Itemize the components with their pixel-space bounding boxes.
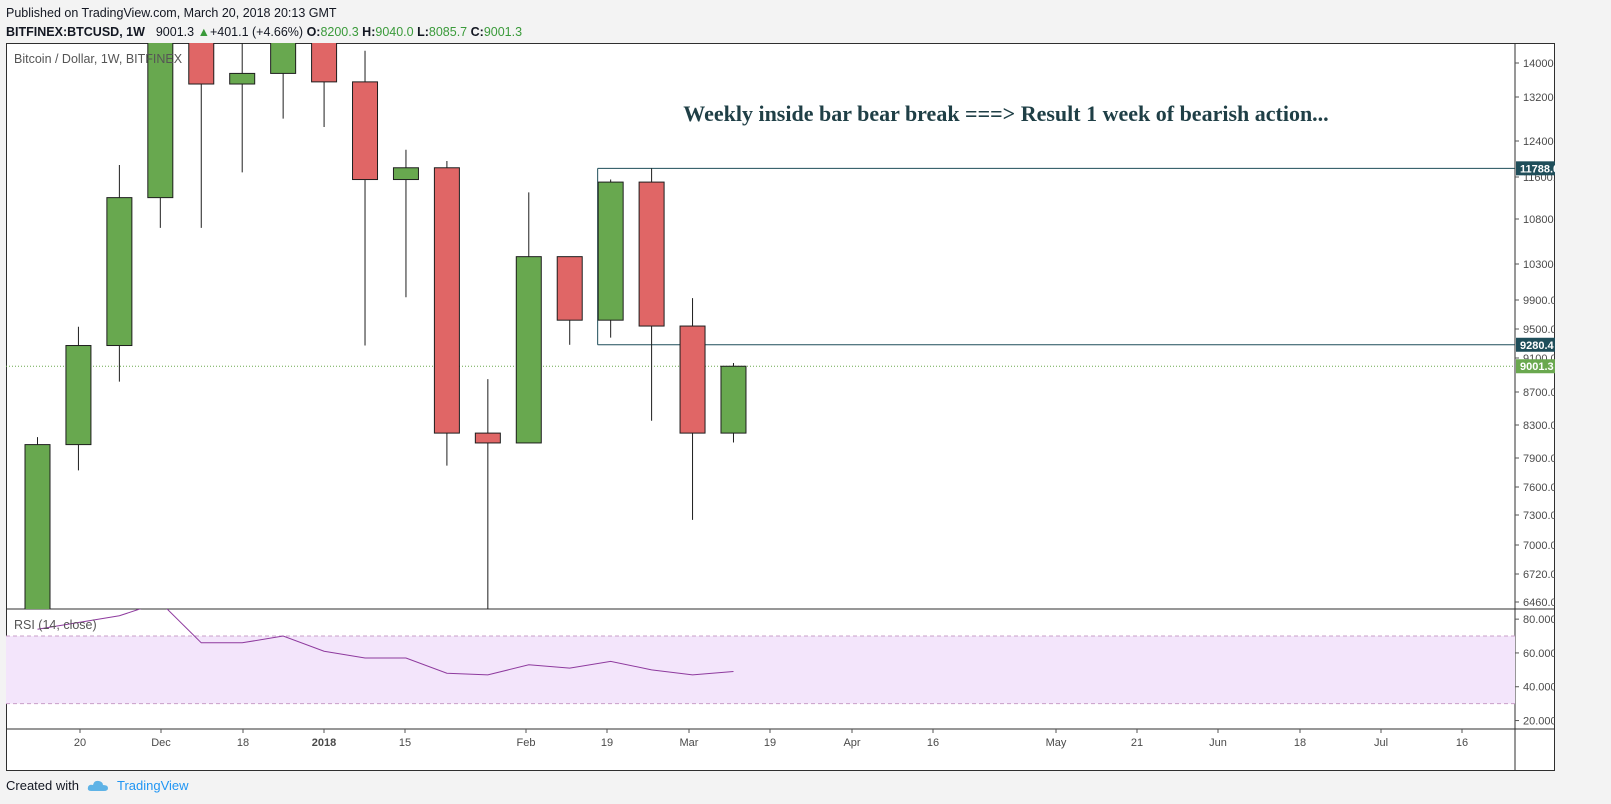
- x-axis-tick-label: Jul: [1374, 737, 1388, 749]
- y-axis-tick-label: 7300.0: [1523, 510, 1555, 522]
- y-axis-tick-label: 7900.0: [1523, 453, 1555, 465]
- x-axis-tick-label: 16: [927, 737, 939, 749]
- rsi-band: [6, 636, 1515, 704]
- x-axis-tick-label: 19: [601, 737, 613, 749]
- chart-header: Published on TradingView.com, March 20, …: [6, 4, 522, 42]
- price-change: +401.1 (+4.66%): [209, 25, 304, 39]
- candle-body-up: [229, 72, 256, 85]
- published-line: Published on TradingView.com, March 20, …: [6, 6, 337, 20]
- x-axis-tick-label: 15: [399, 737, 411, 749]
- rsi-axis-tick-label: 80.0000: [1523, 614, 1555, 626]
- level-price-tag: 11788.0: [1520, 163, 1555, 175]
- tradingview-brand[interactable]: TradingView: [116, 778, 189, 793]
- y-axis-tick-label: 7600.0: [1523, 482, 1555, 494]
- close-label: C:: [470, 25, 484, 39]
- x-axis-tick-label: 16: [1456, 737, 1468, 749]
- rsi-line: [37, 609, 734, 676]
- level-price-tag-bg: [1516, 337, 1555, 352]
- main-pane-title: Bitcoin / Dollar, 1W, BITFINEX: [14, 52, 183, 66]
- y-axis-tick-label: 8700.0: [1523, 387, 1555, 399]
- x-axis-tick-label: Dec: [151, 737, 171, 749]
- x-axis-tick-label: 18: [1294, 737, 1306, 749]
- candle-body-down: [638, 181, 665, 327]
- last-price-tag-bg: [1516, 359, 1555, 374]
- candle-body-up: [65, 345, 92, 446]
- up-arrow-icon: ▲: [197, 25, 210, 39]
- candle-body-up: [106, 197, 133, 347]
- level-price-tag: 9280.4: [1520, 340, 1555, 352]
- last-price: 9001.3: [155, 25, 195, 39]
- ohlc-line: BITFINEX:BTCUSD, 1W 9001.3 ▲+401.1 (+4.6…: [6, 23, 522, 42]
- candle-body-down: [188, 43, 215, 85]
- candle-body-down: [311, 43, 338, 83]
- x-axis-tick-label: Mar: [680, 737, 699, 749]
- x-axis-tick-label: 20: [74, 737, 86, 749]
- rsi-axis-tick-label: 20.0000: [1523, 716, 1555, 728]
- y-axis-tick-label: 12400.0: [1523, 136, 1555, 148]
- y-axis-tick-label: 10300.0: [1523, 259, 1555, 271]
- candle-body-down: [679, 325, 706, 434]
- footer: Created with TradingView: [6, 778, 189, 793]
- y-axis-tick-label: 13200.0: [1523, 92, 1555, 104]
- candle-body-down: [474, 432, 501, 444]
- x-axis-tick-label: May: [1046, 737, 1067, 749]
- y-axis-tick-label: 6460.0: [1523, 597, 1555, 609]
- chart-canvas[interactable]: 14000.013200.012400.011600.010800.010300…: [6, 43, 1555, 771]
- low-value: 8085.7: [428, 25, 468, 39]
- close-value: 9001.3: [483, 25, 523, 39]
- candle-body-up: [597, 181, 624, 321]
- x-axis-tick-label: Jun: [1209, 737, 1227, 749]
- candle-body-up: [515, 256, 542, 444]
- open-label: O:: [306, 25, 321, 39]
- x-axis-tick-label: 19: [764, 737, 776, 749]
- y-axis-tick-label: 7000.0: [1523, 540, 1555, 552]
- chart-annotation: Weekly inside bar bear break ===> Result…: [683, 101, 1328, 126]
- x-axis-tick-label: 18: [237, 737, 249, 749]
- candle-body-down: [433, 167, 460, 434]
- low-label: L:: [417, 25, 429, 39]
- y-axis-tick-label: 8300.0: [1523, 420, 1555, 432]
- last-price-tag: 9001.3: [1520, 361, 1554, 373]
- rsi-axis-tick-label: 40.0000: [1523, 682, 1555, 694]
- candle-body-up: [392, 167, 419, 181]
- tradingview-cloud-icon: [87, 780, 108, 791]
- candle-body-up: [24, 444, 51, 609]
- high-value: 9040.0: [375, 25, 414, 39]
- candle-body-up: [270, 43, 297, 74]
- rsi-pane: [6, 609, 1515, 705]
- ticker-label: BITFINEX:BTCUSD, 1W: [6, 25, 145, 39]
- candle-body-up: [720, 365, 747, 434]
- x-axis-tick-label: Feb: [517, 737, 536, 749]
- candle-body-up: [147, 43, 174, 199]
- candle-body-down: [556, 256, 583, 321]
- candle-body-down: [352, 81, 379, 181]
- y-axis-tick-label: 14000.0: [1523, 58, 1555, 70]
- created-with-label: Created with: [6, 778, 79, 793]
- x-axis-tick-label: 21: [1131, 737, 1143, 749]
- y-axis-tick-label: 9500.0: [1523, 324, 1555, 336]
- open-value: 8200.3: [320, 25, 359, 39]
- x-axis-tick-label: 2018: [312, 737, 336, 749]
- y-axis-tick-label: 10800.0: [1523, 214, 1555, 226]
- rsi-pane-title: RSI (14, close): [14, 618, 97, 632]
- high-label: H:: [362, 25, 376, 39]
- x-axis-tick-label: Apr: [843, 737, 860, 749]
- level-price-tag-bg: [1516, 161, 1555, 176]
- y-axis-tick-label: 6720.0: [1523, 569, 1555, 581]
- y-axis-tick-label: 9900.0: [1523, 295, 1555, 307]
- rsi-axis-tick-label: 60.0000: [1523, 648, 1555, 660]
- main-pane: [6, 43, 1515, 609]
